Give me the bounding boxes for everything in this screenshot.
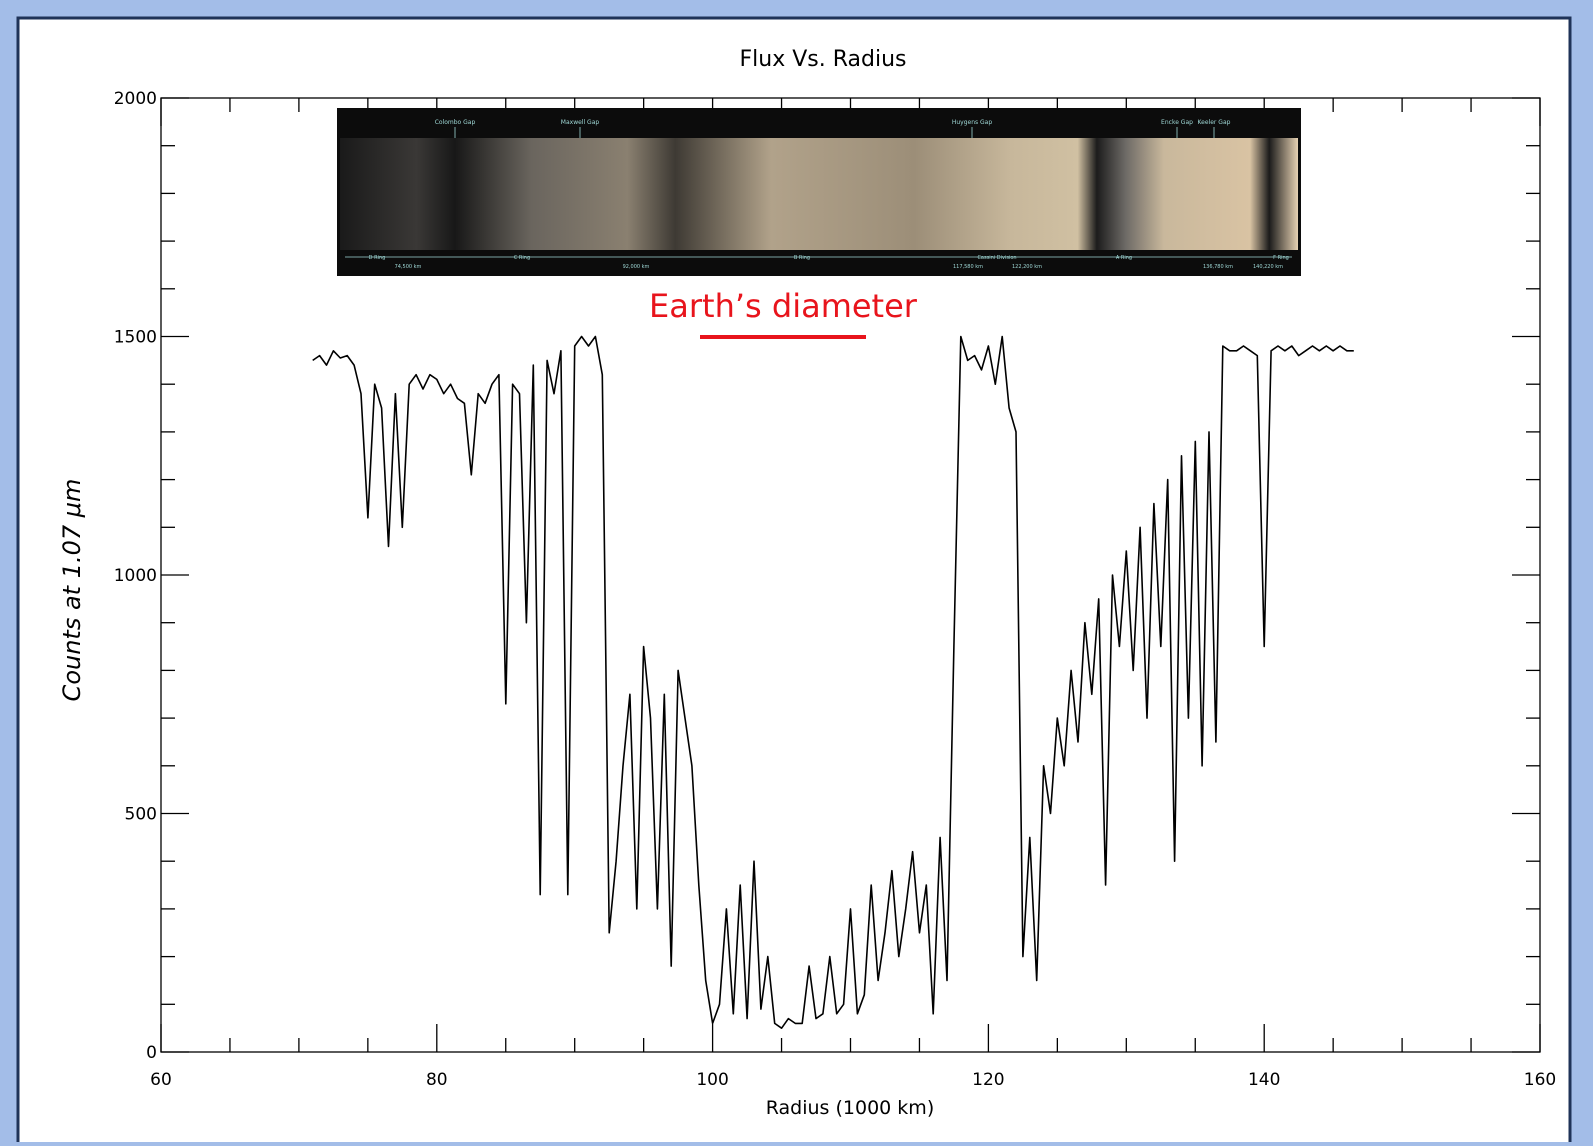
x-axis-label: Radius (1000 km) <box>766 1097 934 1119</box>
inset-ring-label: D Ring <box>369 255 386 261</box>
inset-ring-label: 92,000 km <box>623 264 650 270</box>
x-tick-label: 160 <box>1524 1070 1556 1090</box>
inset-ring-label: 117,580 km <box>953 264 983 270</box>
inset-gap-label: Huygens Gap <box>952 119 993 126</box>
inset-ring-label: C Ring <box>514 255 530 261</box>
annotation: Earth’s diameter <box>649 287 918 325</box>
x-tick-label: 100 <box>696 1070 728 1090</box>
inset-ring-label: 122,200 km <box>1012 264 1042 270</box>
x-tick-label: 120 <box>972 1070 1004 1090</box>
y-axis-label: Counts at 1.07 μm <box>58 479 86 702</box>
inset-gap-label: Keeler Gap <box>1198 119 1231 126</box>
y-tick-label: 2000 <box>114 89 157 109</box>
x-tick-label: 80 <box>426 1070 448 1090</box>
y-tick-label: 0 <box>146 1043 157 1063</box>
inset-ring-label: 140,220 km <box>1253 264 1283 270</box>
inset-gap-label: Maxwell Gap <box>561 119 600 126</box>
data-line <box>312 335 1354 1029</box>
x-tick-label: 60 <box>150 1070 172 1090</box>
y-tick-label: 500 <box>125 805 157 825</box>
ring-image: Colombo Gap Maxwell Gap Huygens Gap Encke G… <box>337 108 1301 276</box>
chart-title: Flux Vs. Radius <box>740 47 907 72</box>
x-tick-label: 140 <box>1248 1070 1280 1090</box>
inset-ring-label: 74,500 km <box>395 264 422 270</box>
inset-ring-label: 136,780 km <box>1203 264 1233 270</box>
inset-gap-label: Encke Gap <box>1161 119 1193 126</box>
inset-ring-label: B Ring <box>794 255 810 261</box>
y-tick-label: 1000 <box>114 566 157 586</box>
inset-ring-label: Cassini Division <box>977 255 1016 261</box>
y-tick-label: 1500 <box>114 328 157 348</box>
inset-ring-label: F Ring <box>1273 255 1289 261</box>
inset-gap-label: Colombo Gap <box>435 119 476 126</box>
ring-strip <box>340 138 1298 250</box>
inset-ring-label: A Ring <box>1116 255 1132 261</box>
